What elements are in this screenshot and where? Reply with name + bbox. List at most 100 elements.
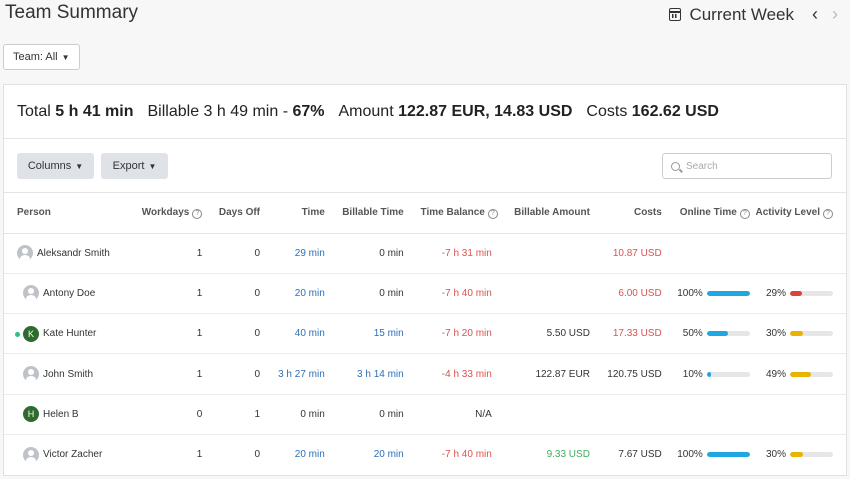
team-filter-label: Team: All	[13, 51, 58, 63]
table-row[interactable]: Aleksandr Smith 1 0 29 min 0 min -7 h 31 min 1…	[4, 233, 846, 274]
billable-time-cell[interactable]: 3 h 14 min	[324, 353, 404, 395]
table-row[interactable]: John Smith 1 0 3 h 27 min 3 h 14 min -4 h 33 …	[4, 353, 846, 395]
week-navigator: Current Week ‹ ›	[669, 4, 842, 25]
help-icon[interactable]: ?	[739, 208, 750, 219]
activity-level: 29%	[750, 288, 833, 299]
activity-level-cell	[749, 394, 846, 435]
costs-cell: 120.75 USD	[589, 353, 662, 395]
help-icon[interactable]: ?	[192, 208, 203, 219]
col-billable-time[interactable]: Billable Time	[324, 193, 404, 234]
workdays-cell: 1	[119, 313, 203, 355]
avatar	[23, 285, 39, 302]
person-name[interactable]: Kate Hunter	[43, 328, 97, 340]
chevron-down-icon: ▼	[61, 52, 70, 62]
person[interactable]: Victor Zacher	[23, 446, 119, 463]
activity-level-fill	[790, 452, 803, 458]
col-billable-amount[interactable]: Billable Amount	[497, 193, 590, 234]
online-time-value: 10%	[682, 368, 703, 380]
amount-summary: Amount 122.87 EUR, 14.83 USD	[339, 103, 573, 121]
billable-time-cell[interactable]: 15 min	[324, 313, 404, 355]
online-time-value: 50%	[682, 328, 703, 340]
table-row[interactable]: Victor Zacher 1 0 20 min 20 min -7 h 40 min 9.…	[4, 434, 846, 474]
person[interactable]: John Smith	[23, 366, 119, 383]
table-header-row: Person Workdays? Days Off Time Billable …	[4, 193, 846, 234]
totals-bar: Total 5 h 41 min Billable 3 h 49 min - 6…	[4, 85, 846, 139]
billable-time-cell: 0 min	[324, 233, 404, 274]
chevron-left-icon[interactable]: ‹	[812, 4, 818, 24]
person-name[interactable]: Helen B	[43, 408, 79, 420]
activity-level-cell: 29%	[749, 273, 846, 315]
person-cell[interactable]: John Smith	[4, 353, 120, 395]
person-name[interactable]: Aleksandr Smith	[37, 247, 110, 259]
period-label[interactable]: Current Week	[689, 4, 794, 24]
col-activity-level[interactable]: Activity Level?	[749, 193, 846, 234]
columns-button-label: Columns	[27, 160, 72, 172]
person-cell[interactable]: Antony Doe	[4, 273, 120, 315]
person[interactable]: Aleksandr Smith	[17, 245, 119, 262]
person[interactable]: H Helen B	[23, 406, 119, 423]
avatar	[23, 366, 39, 383]
team-summary-table: Person Workdays? Days Off Time Billable …	[4, 193, 846, 475]
activity-level: 30%	[750, 328, 833, 339]
col-days-off[interactable]: Days Off	[202, 193, 261, 234]
person-name[interactable]: John Smith	[43, 368, 94, 380]
activity-level: 49%	[750, 369, 833, 380]
col-person[interactable]: Person	[4, 193, 120, 234]
total-label: Total	[17, 102, 51, 120]
col-time[interactable]: Time	[260, 193, 325, 234]
billable-time-cell[interactable]: 20 min	[373, 449, 404, 461]
activity-level-value: 30%	[765, 449, 786, 461]
time-cell[interactable]: 20 min	[260, 273, 325, 315]
online-time-fill	[706, 331, 729, 337]
search-input[interactable]	[686, 160, 816, 172]
chevron-right-icon[interactable]: ›	[832, 4, 838, 24]
time-cell[interactable]: 40 min	[260, 313, 325, 355]
time-cell[interactable]: 3 h 27 min	[260, 353, 325, 395]
person-cell[interactable]: K Kate Hunter	[4, 313, 120, 355]
columns-button[interactable]: Columns ▼	[17, 153, 94, 179]
online-time-cell: 100%	[662, 434, 750, 474]
activity-level-fill	[790, 331, 803, 337]
col-workdays[interactable]: Workdays?	[119, 193, 203, 234]
col-online-time-label: Online Time	[679, 206, 737, 218]
online-time-cell: 50%	[661, 313, 750, 355]
person[interactable]: K Kate Hunter	[15, 325, 119, 342]
col-activity-level-label: Activity Level	[755, 206, 820, 218]
col-online-time[interactable]: Online Time?	[661, 193, 750, 234]
amount-value: 122.87 EUR, 14.83 USD	[398, 102, 573, 120]
export-button[interactable]: Export ▼	[101, 153, 168, 179]
activity-level-value: 49%	[765, 368, 786, 380]
person-name[interactable]: Victor Zacher	[43, 449, 103, 461]
chevron-down-icon: ▼	[75, 161, 84, 171]
table-row[interactable]: K Kate Hunter 1 0 40 min 15 min -7 h 20 min 5.5…	[4, 313, 846, 355]
time-balance-cell: N/A	[403, 394, 498, 435]
table-row[interactable]: Antony Doe 1 0 20 min 0 min -7 h 40 min 6.00 U…	[4, 273, 846, 315]
online-time-fill	[706, 452, 750, 458]
billable-label: Billable 3 h 49 min -	[147, 102, 289, 120]
online-time-value: 100%	[677, 287, 703, 299]
days-off-cell: 0	[202, 273, 261, 315]
activity-level-fill	[790, 371, 812, 377]
workdays-cell: 1	[119, 273, 203, 315]
online-time: 50%	[662, 328, 750, 339]
person[interactable]: Antony Doe	[23, 285, 119, 302]
person-cell[interactable]: H Helen B	[4, 394, 120, 435]
person-name[interactable]: Antony Doe	[43, 287, 96, 299]
help-icon[interactable]: ?	[823, 208, 833, 219]
time-cell[interactable]: 29 min	[260, 233, 325, 274]
col-costs[interactable]: Costs	[589, 193, 662, 234]
time-cell[interactable]: 20 min	[294, 449, 325, 461]
person-cell[interactable]: Victor Zacher	[4, 434, 119, 474]
help-icon[interactable]: ?	[487, 208, 498, 219]
col-time-balance-label: Time Balance	[420, 206, 485, 218]
team-filter-dropdown[interactable]: Team: All ▼	[3, 44, 80, 70]
person-cell[interactable]: Aleksandr Smith	[4, 233, 120, 274]
time-balance-cell: -4 h 33 min	[403, 353, 498, 395]
export-button-label: Export	[112, 160, 145, 172]
calendar-icon	[669, 8, 682, 21]
online-time-cell	[661, 233, 750, 274]
col-time-balance[interactable]: Time Balance?	[403, 193, 498, 234]
online-time: 100%	[662, 288, 750, 299]
costs-cell: 6.00 USD	[589, 273, 662, 315]
